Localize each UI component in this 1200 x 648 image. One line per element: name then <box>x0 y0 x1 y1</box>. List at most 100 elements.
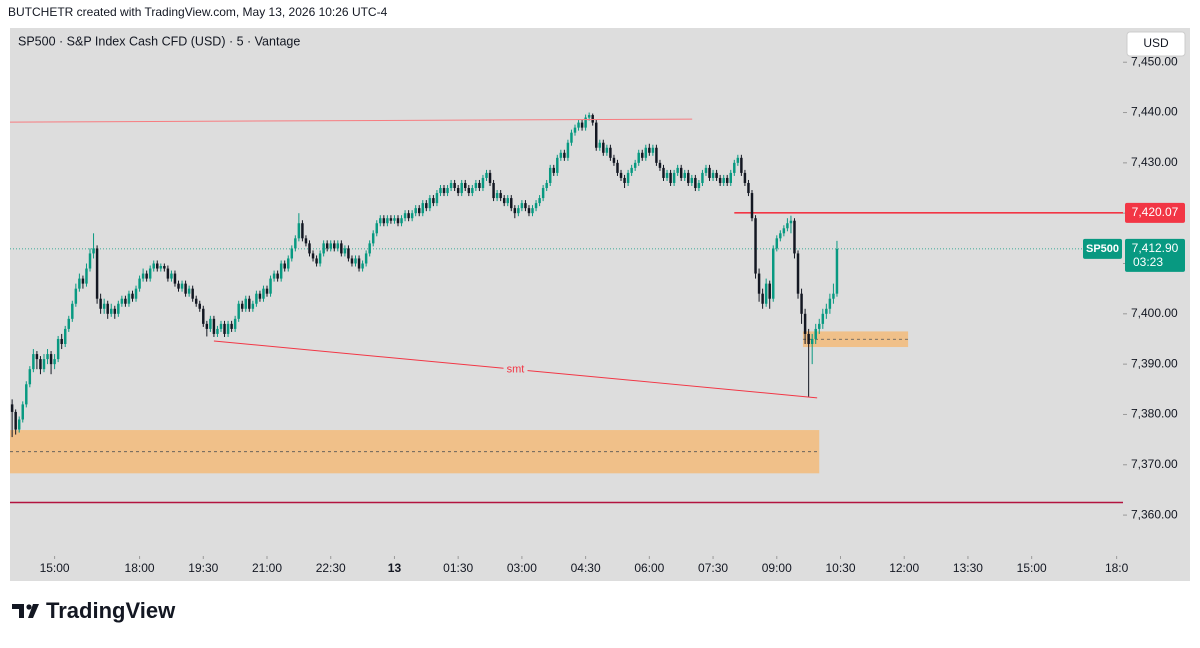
candle-body <box>106 303 109 314</box>
candle-body <box>258 293 262 299</box>
candle-body <box>102 303 106 309</box>
candle-body <box>368 243 371 254</box>
candle-body <box>148 268 152 279</box>
candle-body <box>481 177 485 189</box>
candle-body <box>531 208 534 214</box>
candle-body <box>605 147 609 153</box>
candle-body <box>471 188 474 194</box>
candle-body <box>828 298 832 309</box>
candle-body <box>325 243 329 249</box>
candle-body <box>439 188 442 194</box>
candle-body <box>662 167 665 178</box>
candle-body <box>364 253 368 264</box>
candle-body <box>715 172 718 178</box>
candle-body <box>506 198 509 204</box>
candle-body <box>658 162 662 168</box>
candle-body <box>389 218 393 221</box>
candle-body <box>233 318 237 329</box>
x-tick-label: 09:00 <box>762 561 792 575</box>
candle-body <box>587 115 591 118</box>
candle-body <box>371 233 375 244</box>
candle-body <box>835 248 839 294</box>
candle-body <box>347 248 350 259</box>
candle-body <box>556 157 559 173</box>
candle-body <box>616 162 619 173</box>
candle-body <box>559 152 563 158</box>
candle-body <box>757 273 761 294</box>
candle-body <box>453 182 456 189</box>
candle-body <box>127 293 131 304</box>
candle-body <box>711 172 715 178</box>
candle-body <box>665 172 669 178</box>
candle-body <box>545 182 548 189</box>
candle-body <box>425 203 428 209</box>
candle-body <box>541 188 545 199</box>
candle-body <box>626 172 630 183</box>
candle-body <box>262 288 265 299</box>
symbol-tag <box>1083 238 1122 259</box>
currency-button[interactable] <box>1126 31 1186 57</box>
candle-body <box>410 213 414 219</box>
candle-body <box>46 354 49 360</box>
candle-body <box>17 419 21 430</box>
candle-body <box>432 198 435 204</box>
candle-body <box>449 182 453 189</box>
x-tick-label: 15:00 <box>1017 561 1047 575</box>
zone <box>802 331 909 348</box>
candle-body <box>117 303 120 314</box>
x-tick-label: 22:30 <box>316 561 346 575</box>
candle-body <box>226 323 230 334</box>
candle-body <box>538 198 541 204</box>
symbol-tag-label: SP500 <box>1086 243 1119 255</box>
candle-body <box>697 182 701 189</box>
x-tick-label: 07:30 <box>698 561 728 575</box>
x-tick-label: 04:30 <box>571 561 601 575</box>
candle-body <box>265 288 269 294</box>
candle-body <box>63 328 67 345</box>
candle-body <box>510 198 513 209</box>
candle-body <box>488 172 492 183</box>
candle-body <box>602 142 605 153</box>
candle-body <box>747 182 750 194</box>
price-tag-label: 7,420.07 <box>1132 205 1179 219</box>
candle-body <box>240 303 244 309</box>
candle-body <box>113 308 117 314</box>
candle-body <box>237 303 240 319</box>
candle-body <box>251 303 255 309</box>
candle-body <box>722 177 725 183</box>
trendline-label-bg <box>503 362 528 377</box>
candle-body <box>619 172 623 178</box>
candle-body <box>198 303 201 309</box>
candle-body <box>524 203 527 209</box>
candle-body <box>803 313 807 334</box>
candle-body <box>336 243 340 249</box>
candle-body <box>287 258 290 269</box>
candle-body <box>417 208 421 214</box>
currency[interactable]: USD <box>1143 36 1169 50</box>
candle-body <box>563 152 566 158</box>
candle-body <box>464 182 467 189</box>
candle-body <box>517 208 520 214</box>
brand-logo <box>12 604 39 618</box>
candle-body <box>460 182 463 194</box>
last-price-label: 7,412.90 <box>1132 241 1179 255</box>
x-tick-label: 13:30 <box>953 561 983 575</box>
candle-body <box>435 193 439 204</box>
candle-body <box>99 298 102 309</box>
candle-body <box>25 384 28 405</box>
y-tick-label: 7,400.00 <box>1131 306 1178 320</box>
trendline-label: smt <box>507 363 525 375</box>
candle-body <box>612 157 616 163</box>
candle-body <box>333 243 336 249</box>
countdown: 03:23 <box>1133 255 1163 269</box>
candle-body <box>209 318 212 329</box>
chart-title: SP500 · S&P Index Cash CFD (USD) · 5 · V… <box>18 34 300 48</box>
candle-body <box>400 218 403 224</box>
candle-body <box>818 323 821 329</box>
candle-body <box>740 157 743 173</box>
candle-body <box>382 218 386 224</box>
candle-body <box>272 273 276 279</box>
candle-body <box>725 177 729 183</box>
candle-body <box>633 162 637 168</box>
candle-body <box>832 293 835 299</box>
